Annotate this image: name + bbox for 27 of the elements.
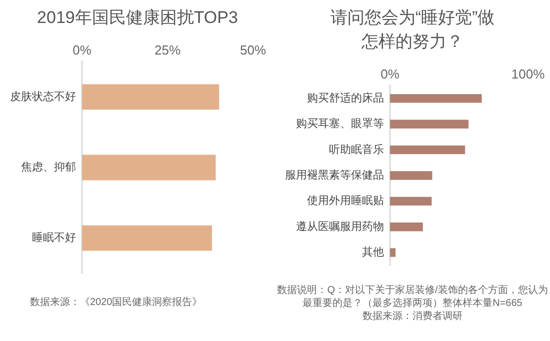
y-tick-label: 使用外用睡眠贴 [307,194,384,208]
bar [390,222,423,232]
chart-title: 2019年国民健康困扰TOP3 [36,7,239,29]
bar [390,94,482,103]
bar [390,145,466,154]
chart-title: 请问您会为“睡好觉”做怎样的努力？ [329,7,496,53]
y-tick-label: 购买舒适的床品 [307,91,384,104]
bar [390,120,469,128]
source-note: 数据来源：消费者调研 [362,310,464,323]
bar [390,196,432,206]
bar [390,248,396,257]
x-tick-label: 0% [72,42,92,58]
x-tick-label: 0% [380,66,400,82]
y-tick-label: 睡眠不好 [32,231,76,244]
y-tick-label: 听助眠音乐 [329,142,384,156]
y-tick-label: 焦虑、抑郁 [21,160,76,174]
y-tick-label: 遵从医嘱服用药物 [296,220,384,233]
bar [390,171,432,180]
source-note: 数据来源：《2020国民健康洞察报告》 [30,296,204,309]
x-tick-label: 50% [240,42,266,58]
y-tick-label: 其他 [362,246,384,259]
text: 数据说明：Q：对以下关于家居装修/装饰的各个方面，您认为最重要的是？（最多选择两项）整体样本量N=665 [277,284,548,310]
x-tick-label: 100% [511,66,546,82]
y-tick-label: 购买耳塞、眼罩等 [296,117,384,130]
y-tick-label: 服用褪黑素等保健品 [285,168,384,182]
y-tick-label: 皮肤状态不好 [10,90,76,103]
x-tick-label: 25% [154,42,181,58]
